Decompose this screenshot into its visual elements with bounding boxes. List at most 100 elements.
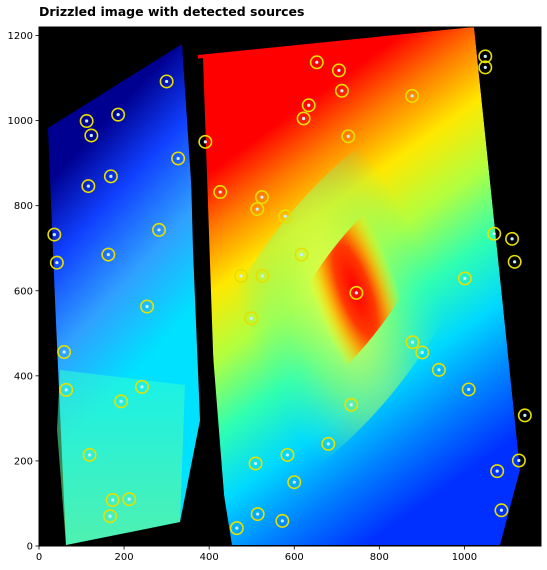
source-marker-32: [349, 285, 364, 300]
source-marker-30: [255, 268, 270, 283]
source-point-36: [420, 350, 424, 355]
source-marker-33: [140, 299, 155, 314]
y-tick-label-3: 600: [14, 286, 33, 297]
source-marker-18: [254, 190, 269, 205]
source-point-48: [517, 458, 521, 463]
source-marker-3: [478, 49, 493, 64]
source-point-4: [483, 65, 487, 70]
source-point-11: [302, 116, 306, 121]
source-marker-49: [248, 456, 263, 471]
x-tick-label-3: 600: [285, 552, 304, 563]
source-point-41: [467, 387, 471, 392]
source-point-14: [176, 156, 180, 161]
source-point-56: [108, 514, 112, 518]
source-marker-47: [280, 447, 295, 462]
y-axis: 0 200 400 600 800 1000 1200: [8, 31, 39, 553]
source-marker-41: [461, 382, 476, 397]
source-point-51: [292, 480, 296, 484]
y-tick-label-4: 800: [14, 201, 33, 212]
source-point-1: [315, 60, 319, 64]
source-marker-25: [101, 247, 116, 262]
chart-title: Drizzled image with detected sources: [39, 4, 305, 19]
source-point-30: [260, 274, 264, 278]
source-point-42: [119, 399, 123, 403]
source-point-18: [260, 195, 264, 199]
source-marker-52: [105, 493, 120, 508]
source-point-54: [499, 508, 504, 512]
source-point-35: [410, 340, 415, 344]
chip-gap: [188, 58, 232, 545]
source-marker-6: [111, 107, 126, 122]
source-point-5: [85, 119, 89, 123]
source-marker-46: [82, 447, 97, 462]
x-tick-label-1: 200: [115, 552, 134, 563]
source-point-9: [410, 94, 414, 98]
source-marker-39: [134, 379, 149, 394]
source-marker-17: [213, 185, 228, 200]
galaxy-core: [270, 176, 440, 404]
source-marker-31: [457, 271, 472, 286]
source-point-21: [157, 228, 161, 232]
source-point-7: [89, 133, 93, 138]
source-marker-21: [151, 222, 166, 237]
source-point-34: [249, 316, 253, 321]
source-marker-26: [294, 247, 309, 262]
source-point-0: [165, 79, 169, 84]
source-point-33: [145, 304, 149, 309]
source-marker-2: [331, 63, 346, 78]
source-point-57: [280, 519, 284, 523]
source-point-24: [510, 237, 514, 241]
source-point-25: [106, 252, 110, 257]
x-tick-label-2: 400: [200, 552, 219, 563]
source-marker-10: [301, 98, 316, 113]
source-marker-27: [49, 255, 64, 270]
source-point-22: [52, 233, 56, 237]
source-markers: [47, 49, 532, 536]
source-point-13: [203, 140, 207, 144]
source-marker-5: [79, 114, 94, 129]
source-point-50: [495, 469, 499, 473]
source-marker-0: [159, 74, 174, 89]
source-point-17: [218, 190, 222, 194]
source-point-23: [492, 232, 496, 236]
source-marker-53: [122, 492, 137, 507]
source-marker-19: [250, 202, 265, 217]
source-marker-8: [334, 83, 349, 98]
source-point-45: [326, 442, 330, 446]
y-tick-label-5: 1000: [8, 116, 33, 127]
source-point-49: [253, 461, 258, 466]
x-axis: 0 200 400 600 800 1000: [36, 546, 477, 563]
source-marker-4: [478, 60, 493, 75]
source-point-15: [109, 174, 113, 178]
source-marker-38: [431, 362, 446, 377]
source-point-47: [285, 453, 290, 457]
source-point-27: [55, 261, 59, 265]
source-marker-22: [47, 227, 62, 242]
source-point-46: [88, 453, 92, 457]
source-marker-50: [490, 464, 505, 479]
source-marker-48: [511, 453, 526, 468]
source-point-37: [62, 350, 66, 354]
source-point-31: [463, 276, 467, 281]
source-marker-43: [344, 397, 359, 412]
source-point-16: [86, 184, 90, 188]
source-marker-1: [309, 55, 324, 70]
source-marker-35: [405, 335, 420, 350]
source-marker-14: [171, 151, 186, 166]
y-tick-label-1: 200: [14, 456, 33, 467]
source-point-44: [523, 413, 527, 417]
source-point-2: [337, 68, 341, 72]
source-point-38: [437, 368, 441, 372]
source-point-32: [354, 291, 358, 295]
source-marker-40: [59, 382, 74, 397]
source-point-58: [235, 526, 239, 530]
source-marker-23: [487, 226, 502, 241]
y-tick-label-2: 400: [14, 371, 33, 382]
source-marker-57: [275, 513, 290, 528]
source-point-43: [349, 403, 353, 407]
source-point-8: [340, 89, 344, 93]
source-marker-13: [198, 134, 213, 149]
source-marker-36: [415, 345, 430, 360]
source-point-10: [307, 103, 311, 107]
